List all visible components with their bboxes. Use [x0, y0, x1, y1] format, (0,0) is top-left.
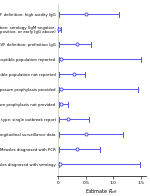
X-axis label: Estimate $R_{eff}$: Estimate $R_{eff}$	[85, 187, 118, 196]
